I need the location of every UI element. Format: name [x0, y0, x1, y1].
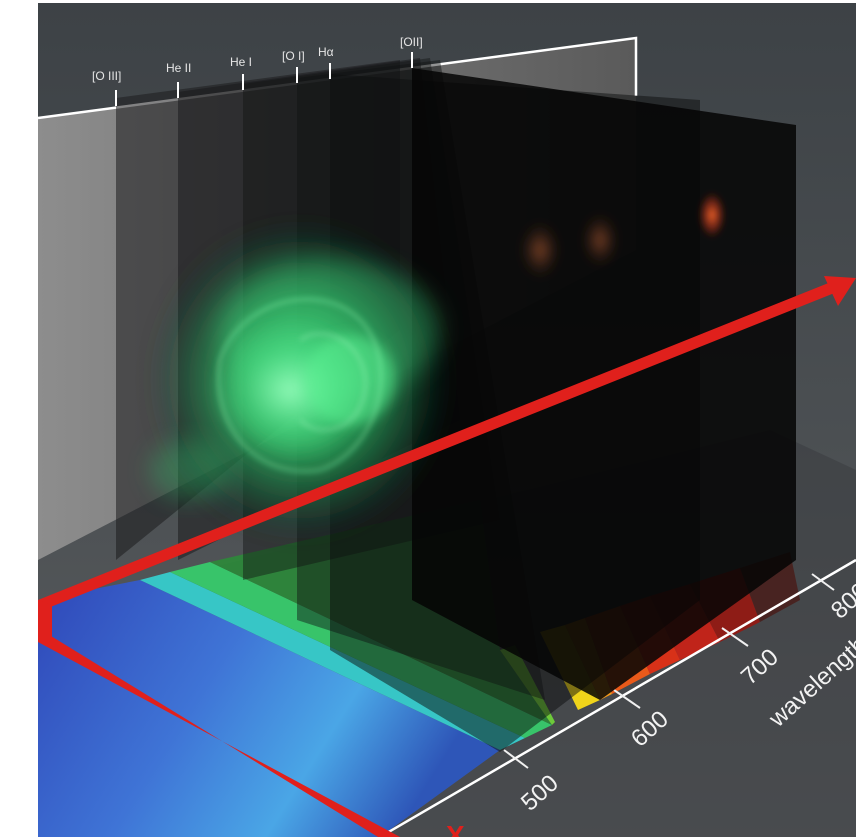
nebula-red-spot: [698, 191, 726, 239]
line-label-oiii: [O III]: [92, 69, 121, 83]
spectrum-edge: [379, 558, 856, 837]
line-label-halpha: Hα: [318, 45, 334, 59]
line-label-heii: He II: [166, 61, 191, 75]
upper-red-axis: [38, 280, 842, 612]
wavelength-ticks: [503, 573, 835, 769]
line-label-oi: [O I]: [282, 49, 305, 63]
red-axis-lines: [38, 276, 856, 837]
left-margin: [0, 0, 38, 837]
line-label-oii: [OII]: [400, 35, 423, 49]
line-marker-ticks: [115, 52, 413, 106]
nebula-faint-orange-2: [584, 214, 616, 266]
line-label-hei: He I: [230, 55, 252, 69]
x-axis-letter: X: [446, 820, 465, 837]
top-margin: [0, 0, 856, 3]
nebula-image: [150, 220, 450, 540]
nebula-faint-orange: [522, 222, 558, 278]
upper-red-arrowhead: [824, 276, 856, 306]
